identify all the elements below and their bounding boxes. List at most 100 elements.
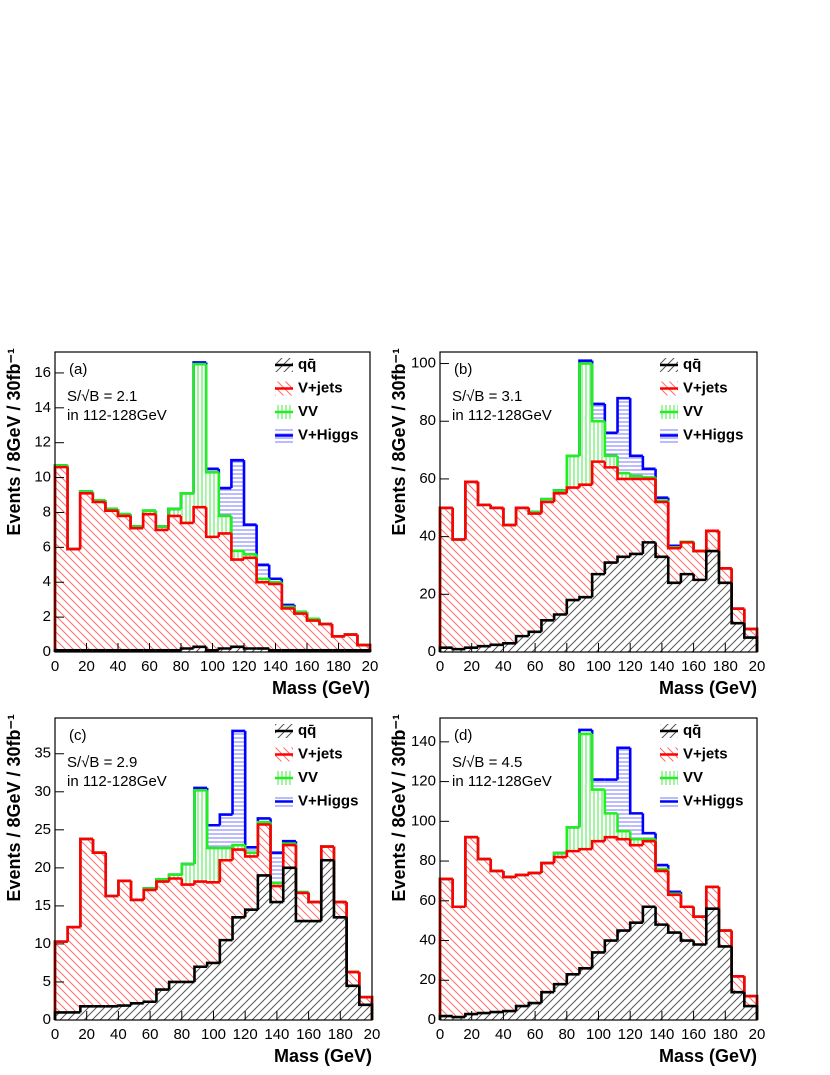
bin-outline [717, 908, 732, 948]
bar-segment [592, 841, 605, 953]
bin-outline [704, 529, 719, 552]
bar-segment [118, 880, 132, 1006]
panel: 0 5 10 15 20 25 30 35 0 20 40 60 80 100 120 140 160 180 20… [4, 714, 381, 1066]
bar-segment [181, 522, 194, 649]
x-tick-label: 100 [586, 1026, 611, 1043]
x-tick-label: 100 [586, 658, 611, 675]
bin-outline [104, 502, 118, 513]
x-tick-label: 140 [263, 658, 288, 675]
bar-segment [295, 921, 309, 1020]
bar-segment [206, 468, 219, 473]
bar-segment [333, 917, 347, 1020]
bar-segment [231, 550, 244, 560]
y-tick-label: 16 [34, 364, 51, 381]
bar-segment [55, 941, 68, 1013]
bar-segment [516, 874, 529, 1007]
bin-outline [641, 905, 656, 923]
bar-segment [617, 930, 631, 1020]
bin-outline [79, 837, 94, 928]
bin-outline [628, 398, 643, 458]
y-tick-label: 10 [34, 935, 51, 952]
bar-segment [194, 790, 208, 882]
bar-segment [245, 909, 258, 1020]
bar-segment [541, 502, 555, 621]
bar-segment [168, 515, 181, 651]
bar-segment [219, 848, 233, 861]
bar-segment [579, 484, 593, 598]
bar-segment [244, 524, 257, 555]
bin-outline [717, 886, 732, 932]
bin-outline [231, 729, 246, 815]
bar-segment [118, 515, 131, 651]
x-tick-label: 20 [78, 1026, 95, 1043]
bin-outline [269, 818, 284, 854]
bar-segment [541, 499, 555, 502]
bar-segment [232, 730, 246, 846]
bin-outline [294, 843, 309, 894]
bar-segment [207, 962, 220, 1020]
bin-outline [280, 582, 295, 608]
bar-segment [244, 557, 257, 649]
x-tick-label: 40 [110, 1026, 127, 1043]
bin-outline [654, 833, 669, 867]
bar-segment [592, 789, 605, 842]
bin-outline [129, 1001, 144, 1006]
bin-outline [193, 880, 208, 885]
bar-segment [93, 852, 106, 1007]
bar-segment [579, 729, 593, 734]
bin-outline [641, 476, 656, 479]
bin-outline [205, 881, 220, 884]
y-tick-label: 0 [43, 1011, 51, 1028]
bin-outline [717, 530, 732, 570]
bar-segment [566, 455, 580, 488]
bin-outline [730, 568, 745, 611]
bar-segment [218, 648, 232, 652]
bin-outline [255, 557, 270, 584]
bin-outline [129, 514, 144, 528]
bin-outline [116, 508, 131, 516]
annotation: (b) [454, 361, 472, 378]
bin-outline [345, 902, 360, 974]
bar-segment [490, 644, 504, 652]
bar-segment [655, 556, 669, 652]
bin-outline [155, 988, 170, 1002]
bin-outline [192, 505, 207, 523]
bin-outline [666, 556, 681, 585]
bin-outline [267, 648, 282, 652]
legend-label: qq̄ [683, 722, 701, 739]
bin-outline [641, 839, 656, 846]
x-tick-label: 40 [110, 658, 127, 675]
y-tick-label: 0 [428, 643, 436, 660]
bar-segment [566, 487, 580, 601]
bar-segment [168, 508, 181, 516]
bar-segment [333, 902, 347, 918]
bar-segment [80, 838, 94, 1007]
bin-outline [476, 644, 491, 648]
bar-segment [478, 504, 491, 647]
bar-segment [655, 497, 669, 501]
bar-segment [440, 1016, 453, 1020]
bin-outline [255, 524, 270, 567]
y-tick-label: 20 [419, 971, 436, 988]
bar-segment [269, 583, 282, 651]
bar-segment [321, 860, 334, 1020]
bin-outline [654, 478, 669, 504]
bin-outline [192, 645, 207, 649]
bar-segment [321, 846, 334, 861]
bin-outline [616, 396, 631, 433]
bar-segment [207, 848, 220, 883]
bin-outline [616, 555, 631, 563]
bar-segment [181, 864, 195, 885]
bar-segment [566, 974, 580, 1020]
bin-outline [204, 507, 219, 539]
bin-outline [204, 364, 219, 474]
bin-outline [489, 1010, 504, 1014]
bar-segment [270, 883, 284, 887]
bin-outline [280, 578, 295, 607]
bin-outline [117, 1004, 132, 1007]
y-tick-label: 80 [419, 412, 436, 429]
bin-outline [527, 630, 542, 637]
bar-segment [731, 992, 745, 1020]
bin-outline [666, 870, 681, 897]
bar-segment [617, 478, 631, 557]
